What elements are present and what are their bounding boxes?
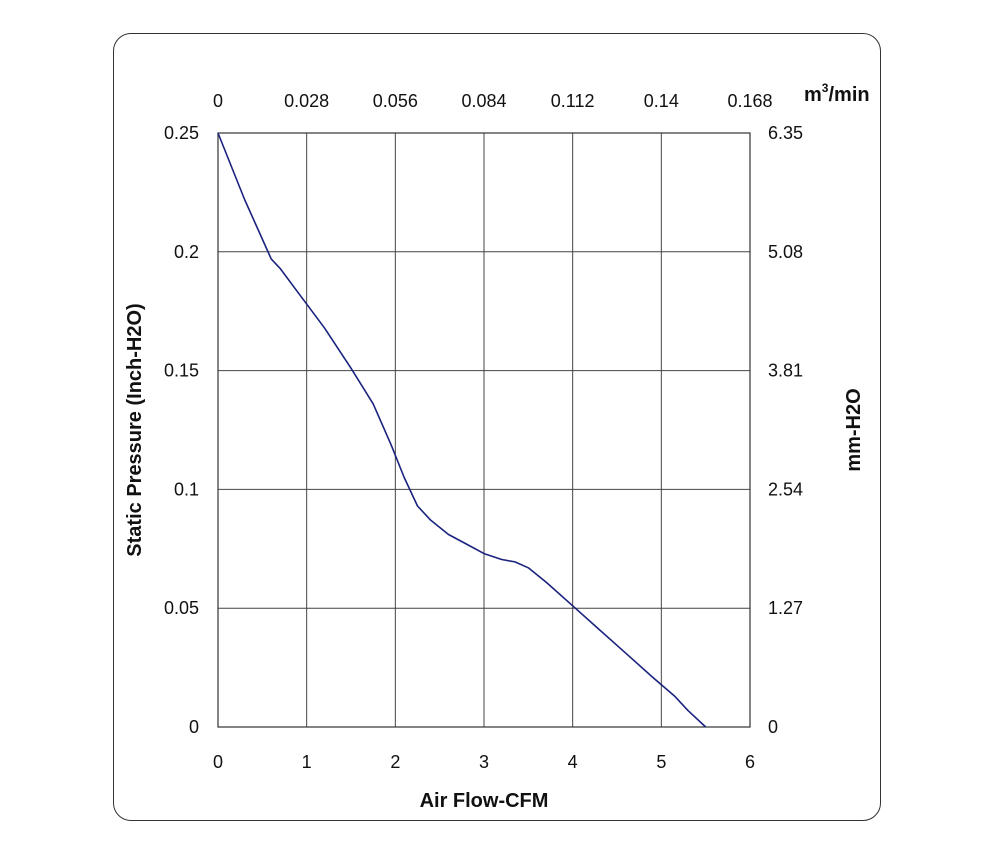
x2-unit-base: m	[804, 84, 822, 106]
y2-tick-label: 3.81	[768, 361, 803, 381]
chart-frame	[113, 33, 881, 821]
y2-tick-label: 6.35	[768, 123, 803, 143]
x2-tick-label: 0.028	[284, 91, 329, 111]
y-tick-label: 0.05	[164, 598, 199, 618]
tick-labels: 0 1 2 3 4 5 60 0.028 0.056 0.084 0.112 0.14 0.16800.…	[164, 91, 803, 772]
y2-tick-label: 5.08	[768, 242, 803, 262]
pq-curve-line	[217, 132, 707, 728]
x2-tick-label: 0.14	[644, 91, 679, 111]
y2-tick-label: 2.54	[768, 479, 803, 499]
y-tick-label: 0.25	[164, 123, 199, 143]
y-tick-label: 0.1	[174, 479, 199, 499]
x2-tick-label: 0.112	[551, 91, 595, 111]
x-tick-label: 5	[656, 752, 666, 772]
grid-lines	[218, 133, 750, 727]
series-layer	[217, 132, 707, 728]
y2-tick-label: 0	[768, 717, 778, 737]
x-tick-label: 4	[568, 752, 578, 772]
x-tick-label: 0	[213, 752, 223, 772]
x2-tick-label: 0	[213, 91, 223, 111]
x-tick-label: 2	[390, 752, 400, 772]
x2-tick-label: 0.056	[373, 91, 418, 111]
x-tick-label: 3	[479, 752, 489, 772]
x2-unit-superscript: 3	[822, 81, 829, 95]
y-axis-title: Static Pressure (Inch-H2O)	[124, 303, 146, 556]
x-axis-title: Air Flow-CFM	[420, 790, 549, 812]
x-tick-label: 1	[302, 752, 312, 772]
y-tick-label: 0.15	[164, 361, 199, 381]
x2-tick-label: 0.168	[727, 91, 772, 111]
plot-area	[217, 132, 751, 728]
y-tick-label: 0	[189, 717, 199, 737]
y-tick-label: 0.2	[174, 242, 199, 262]
y2-tick-label: 1.27	[768, 598, 803, 618]
y2-axis-title: mm-H2O	[843, 388, 865, 471]
x2-unit-tail: /min	[828, 84, 869, 106]
x2-axis-unit: m3/min	[804, 81, 870, 106]
x2-tick-label: 0.084	[461, 91, 506, 111]
x-tick-label: 6	[745, 752, 755, 772]
